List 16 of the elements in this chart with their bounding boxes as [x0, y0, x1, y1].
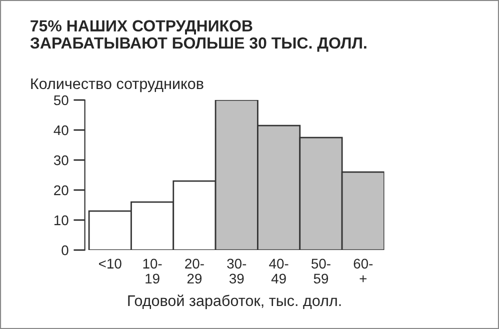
x-tick-label: 60- +: [354, 258, 373, 282]
x-tick-label: 30- 39: [227, 258, 246, 284]
y-axis-title: Количество сотрудников: [31, 78, 204, 92]
x-tick-label: 50- 59: [311, 258, 330, 284]
y-tick-label: 30: [54, 155, 68, 166]
x-tick-label: 20- 29: [185, 258, 204, 284]
x-tick-label: 10- 19: [143, 258, 162, 284]
y-tick-label: 10: [54, 215, 68, 226]
y-tick-label: 20: [54, 185, 68, 196]
x-axis-title: Годовой заработок, тыс. долл.: [128, 294, 341, 310]
chart-title: 75% НАШИХ СОТРУДНИКОВ ЗАРАБАТЫВАЮТ БОЛЬШЕ 30 ТЫС. ДОЛЛ.: [30, 20, 366, 52]
y-tick-label: 40: [54, 125, 68, 136]
y-tick-label: 50: [54, 95, 68, 106]
x-tick-label: 40- 49: [269, 258, 288, 284]
y-tick-label: 0: [62, 245, 68, 256]
x-tick-label: <10: [99, 258, 122, 269]
